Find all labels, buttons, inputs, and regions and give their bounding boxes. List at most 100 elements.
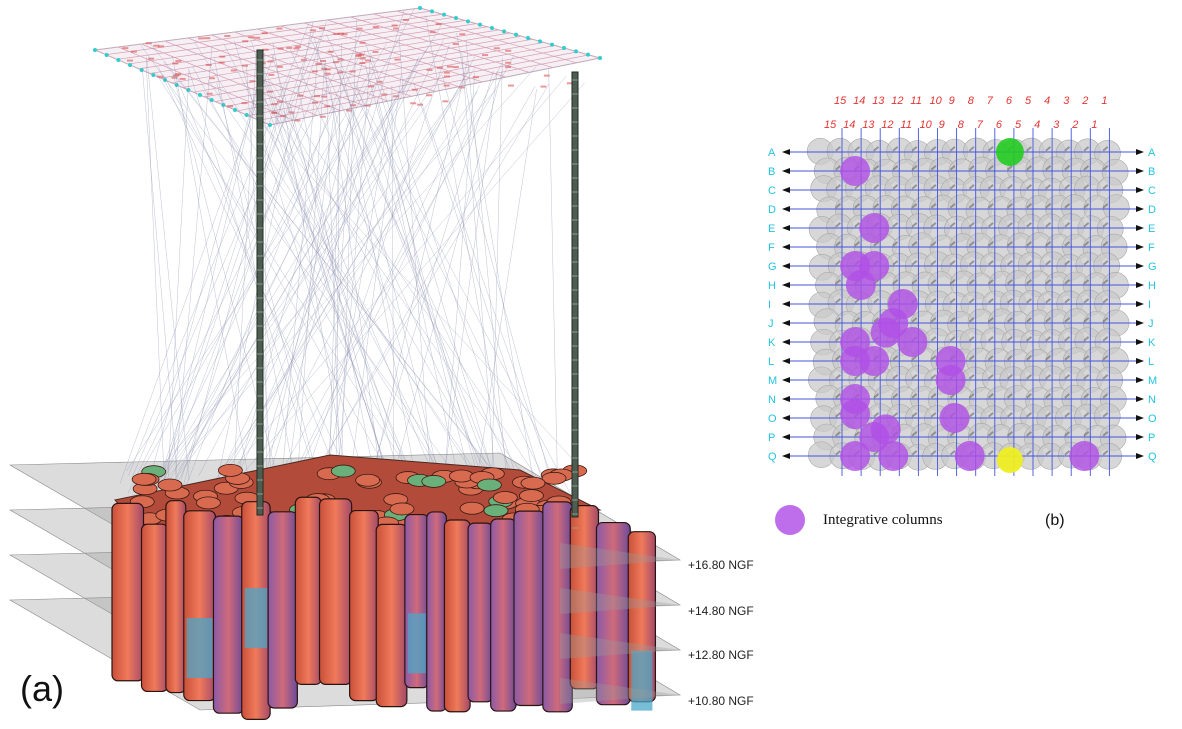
column-tag bbox=[968, 374, 975, 380]
column-number-upper: 1 bbox=[1101, 95, 1107, 107]
connection-line bbox=[214, 58, 296, 478]
column-tag bbox=[911, 317, 918, 323]
connection-line bbox=[150, 75, 261, 474]
column-tag bbox=[1026, 203, 1032, 209]
column-number-upper: 7 bbox=[987, 95, 994, 107]
column-tag bbox=[949, 203, 956, 209]
column-number-upper: 6 bbox=[1006, 95, 1013, 107]
column-tag bbox=[949, 165, 956, 171]
level-label: +16.80 NGF bbox=[688, 558, 754, 572]
column-tag bbox=[1045, 374, 1052, 380]
column-tag bbox=[892, 222, 899, 228]
row-letter-left: P bbox=[768, 432, 775, 444]
column-tag bbox=[987, 165, 994, 171]
grid-row-arrow-left bbox=[782, 168, 790, 174]
integrative-column bbox=[878, 441, 909, 471]
top-grid-axis-mark bbox=[502, 29, 506, 34]
column-tag bbox=[987, 260, 994, 266]
column-tag bbox=[1006, 298, 1013, 304]
column-number-upper: 11 bbox=[910, 95, 921, 107]
column-tag bbox=[1064, 184, 1071, 190]
column-tag bbox=[911, 279, 918, 285]
column-tag bbox=[1026, 184, 1032, 190]
top-grid-mark bbox=[254, 36, 261, 39]
column-tag bbox=[968, 203, 975, 209]
column-tag bbox=[911, 203, 918, 209]
top-grid-axis-mark bbox=[116, 58, 121, 62]
highlighted-column-yellow bbox=[996, 447, 1023, 473]
connection-line bbox=[155, 72, 410, 473]
column-tag bbox=[911, 393, 918, 399]
connection-line bbox=[491, 57, 503, 492]
top-grid-mark bbox=[158, 45, 165, 48]
column-tag bbox=[968, 336, 975, 342]
grid-row-arrow-left bbox=[782, 225, 790, 231]
top-grid-mark bbox=[172, 62, 179, 65]
column-tag bbox=[1045, 146, 1052, 152]
connection-line bbox=[268, 10, 405, 480]
column-tag bbox=[911, 450, 918, 456]
top-grid-mark bbox=[319, 115, 326, 118]
connection-line bbox=[182, 31, 362, 495]
pile-column bbox=[349, 509, 379, 702]
pile-column bbox=[318, 498, 353, 685]
top-grid-mark bbox=[261, 32, 268, 35]
column-tag bbox=[911, 165, 918, 171]
column-tag bbox=[892, 355, 899, 361]
column-tag bbox=[1026, 222, 1032, 228]
top-grid-mark bbox=[333, 32, 340, 35]
column-tag bbox=[987, 298, 994, 304]
row-letter-right: L bbox=[1148, 356, 1154, 368]
column-tag bbox=[987, 336, 994, 342]
connection-line bbox=[164, 66, 537, 480]
top-grid-mark bbox=[130, 50, 137, 53]
row-letter-right: J bbox=[1148, 318, 1154, 330]
column-tag bbox=[968, 355, 975, 361]
connection-line bbox=[180, 21, 327, 480]
top-grid-mark bbox=[426, 68, 433, 71]
column-tag bbox=[968, 241, 975, 247]
column-tag bbox=[911, 431, 918, 437]
3d-columns-illustration bbox=[8, 6, 682, 720]
row-letter-left: B bbox=[768, 166, 775, 178]
column-tag bbox=[1045, 298, 1052, 304]
column-number-upper: 2 bbox=[1081, 95, 1088, 107]
connection-line bbox=[350, 74, 402, 473]
top-grid-mark bbox=[249, 80, 256, 83]
connection-line bbox=[216, 82, 318, 477]
panel-a-3d-model bbox=[8, 6, 682, 720]
column-number-upper: 8 bbox=[968, 95, 975, 107]
column-tag bbox=[1102, 374, 1109, 380]
column-tag bbox=[1083, 393, 1090, 399]
column-top bbox=[217, 463, 243, 477]
column-tag bbox=[949, 279, 956, 285]
legend: Integrative columns bbox=[775, 505, 943, 535]
top-grid-mark bbox=[242, 40, 249, 43]
top-grid-axis-mark bbox=[574, 49, 578, 54]
top-grid-line bbox=[127, 17, 454, 65]
top-grid-mark bbox=[268, 73, 275, 76]
top-grid-mark bbox=[505, 66, 512, 69]
column-tag bbox=[1045, 165, 1052, 171]
ngf-level-plane-front bbox=[560, 543, 680, 569]
column-tag bbox=[930, 241, 937, 247]
top-grid-mark bbox=[376, 80, 383, 83]
row-letter-right: I bbox=[1148, 299, 1151, 311]
grid-row-arrow-right bbox=[1136, 339, 1144, 345]
row-letter-right: Q bbox=[1148, 451, 1157, 463]
top-grid-mark bbox=[356, 27, 363, 30]
column-tag bbox=[1083, 222, 1090, 228]
top-grid-axis-mark bbox=[586, 52, 590, 57]
column-tag bbox=[987, 355, 994, 361]
column-tag bbox=[968, 412, 975, 418]
pile-column bbox=[513, 510, 546, 707]
column-tag bbox=[1026, 241, 1032, 247]
grid-row-arrow-left bbox=[782, 396, 790, 402]
column-tag bbox=[930, 374, 937, 380]
pile-column bbox=[140, 523, 169, 693]
column-tag bbox=[987, 431, 994, 437]
connection-line bbox=[146, 57, 190, 480]
column-tag bbox=[1102, 298, 1109, 304]
integrative-column bbox=[840, 156, 871, 186]
column-tag bbox=[1006, 279, 1013, 285]
